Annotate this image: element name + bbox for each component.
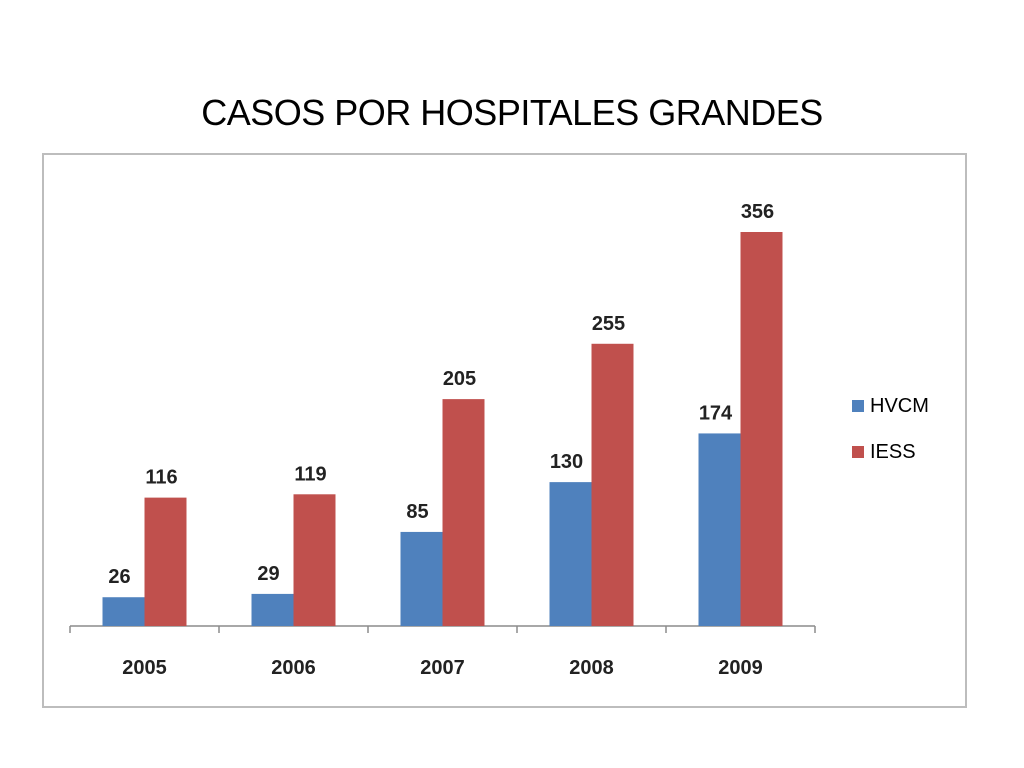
bar-iess-2006	[293, 494, 336, 626]
bar-iess-2009	[740, 232, 783, 626]
bar-hvcm-2005	[102, 597, 145, 626]
data-label-hvcm-2009: 174	[699, 402, 733, 424]
data-label-hvcm-2008: 130	[550, 451, 583, 473]
x-tick-label-2007: 2007	[420, 657, 465, 679]
data-label-hvcm-2005: 26	[108, 566, 130, 588]
chart-legend: HVCM IESS	[852, 394, 929, 486]
bar-iess-2008	[591, 343, 634, 626]
data-label-iess-2006: 119	[294, 463, 326, 485]
x-tick-label-2008: 2008	[569, 657, 614, 679]
x-tick-label-2006: 2006	[271, 657, 316, 679]
data-label-iess-2008: 255	[592, 313, 625, 335]
data-label-iess-2005: 116	[145, 467, 177, 489]
slide-title: CASOS POR HOSPITALES GRANDES	[201, 92, 823, 133]
bar-hvcm-2008	[549, 482, 592, 626]
data-label-hvcm-2006: 29	[257, 563, 279, 585]
data-label-iess-2007: 205	[443, 368, 476, 390]
legend-label-iess: IESS	[870, 440, 916, 463]
data-label-iess-2009: 356	[741, 201, 774, 223]
bar-iess-2005	[144, 497, 187, 626]
legend-label-hvcm: HVCM	[870, 394, 929, 417]
x-tick-label-2009: 2009	[718, 657, 763, 679]
legend-item-iess: IESS	[852, 440, 929, 464]
bar-hvcm-2009	[698, 433, 741, 626]
bar-hvcm-2006	[251, 593, 294, 626]
legend-swatch-iess	[852, 446, 864, 458]
chart-frame	[42, 153, 967, 708]
x-tick-label-2005: 2005	[122, 657, 167, 679]
bar-hvcm-2007	[400, 531, 443, 626]
data-label-hvcm-2007: 85	[406, 501, 428, 523]
legend-item-hvcm: HVCM	[852, 394, 929, 418]
bar-iess-2007	[442, 399, 485, 626]
legend-swatch-hvcm	[852, 400, 864, 412]
